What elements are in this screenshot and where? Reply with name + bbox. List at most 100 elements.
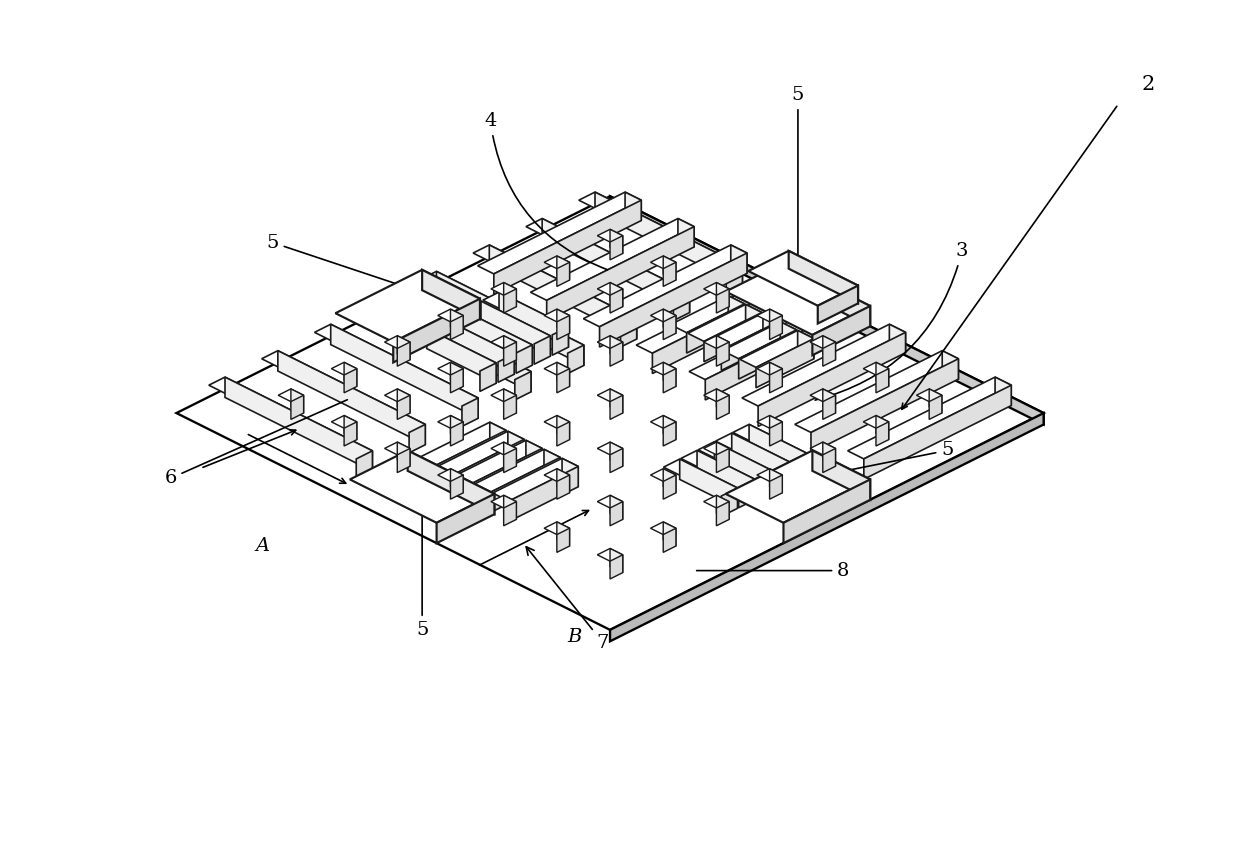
Polygon shape — [875, 422, 889, 446]
Polygon shape — [770, 369, 782, 393]
Polygon shape — [526, 440, 542, 469]
Polygon shape — [498, 292, 568, 347]
Polygon shape — [343, 362, 357, 387]
Polygon shape — [610, 289, 622, 313]
Polygon shape — [687, 304, 744, 353]
Polygon shape — [427, 328, 496, 383]
Polygon shape — [491, 336, 516, 349]
Polygon shape — [817, 286, 858, 324]
Polygon shape — [544, 522, 569, 534]
Polygon shape — [503, 449, 516, 473]
Polygon shape — [562, 458, 578, 487]
Polygon shape — [663, 369, 676, 393]
Text: 6: 6 — [164, 400, 347, 488]
Polygon shape — [331, 362, 357, 375]
Polygon shape — [942, 350, 959, 379]
Polygon shape — [732, 433, 790, 482]
Polygon shape — [714, 442, 773, 491]
Polygon shape — [663, 475, 676, 499]
Polygon shape — [929, 389, 942, 413]
Polygon shape — [810, 389, 836, 401]
Polygon shape — [503, 495, 516, 520]
Polygon shape — [610, 395, 622, 419]
Polygon shape — [208, 377, 372, 459]
Polygon shape — [503, 442, 516, 466]
Polygon shape — [671, 296, 744, 333]
Polygon shape — [397, 395, 410, 419]
Polygon shape — [450, 415, 464, 439]
Polygon shape — [742, 324, 905, 406]
Polygon shape — [291, 395, 304, 419]
Polygon shape — [531, 218, 694, 300]
Polygon shape — [663, 262, 676, 287]
Polygon shape — [663, 528, 676, 552]
Polygon shape — [503, 342, 516, 366]
Polygon shape — [450, 422, 464, 446]
Polygon shape — [544, 415, 569, 428]
Polygon shape — [438, 469, 464, 482]
Polygon shape — [994, 377, 1012, 406]
Polygon shape — [315, 324, 479, 406]
Polygon shape — [598, 230, 622, 242]
Polygon shape — [722, 488, 738, 516]
Polygon shape — [410, 328, 496, 371]
Polygon shape — [526, 218, 689, 300]
Polygon shape — [756, 309, 782, 322]
Polygon shape — [492, 458, 578, 501]
Text: A: A — [255, 537, 269, 555]
Polygon shape — [706, 306, 853, 400]
Polygon shape — [733, 425, 807, 462]
Polygon shape — [552, 327, 568, 356]
Polygon shape — [837, 298, 853, 326]
Polygon shape — [663, 422, 676, 446]
Polygon shape — [715, 433, 790, 470]
Polygon shape — [749, 425, 807, 474]
Polygon shape — [557, 309, 569, 333]
Polygon shape — [770, 415, 782, 439]
Polygon shape — [889, 324, 905, 353]
Polygon shape — [456, 440, 542, 483]
Polygon shape — [725, 450, 870, 523]
Polygon shape — [610, 336, 622, 360]
Polygon shape — [491, 495, 516, 508]
Polygon shape — [490, 245, 636, 339]
Polygon shape — [600, 253, 746, 347]
Polygon shape — [450, 469, 464, 493]
Polygon shape — [770, 422, 782, 446]
Polygon shape — [331, 415, 357, 428]
Polygon shape — [663, 469, 676, 493]
Polygon shape — [784, 271, 800, 299]
Polygon shape — [544, 450, 560, 478]
Polygon shape — [730, 245, 746, 274]
Polygon shape — [863, 362, 889, 375]
Polygon shape — [780, 322, 796, 350]
Polygon shape — [745, 305, 761, 333]
Polygon shape — [436, 494, 495, 543]
Polygon shape — [651, 309, 676, 322]
Text: 5: 5 — [415, 483, 428, 639]
Polygon shape — [598, 442, 622, 455]
Polygon shape — [717, 336, 729, 360]
Polygon shape — [450, 475, 464, 499]
Polygon shape — [663, 362, 676, 387]
Polygon shape — [620, 318, 636, 347]
Polygon shape — [450, 309, 464, 333]
Polygon shape — [397, 389, 410, 413]
Polygon shape — [812, 450, 870, 500]
Polygon shape — [651, 522, 676, 534]
Polygon shape — [450, 316, 464, 340]
Polygon shape — [397, 336, 410, 360]
Polygon shape — [789, 251, 858, 304]
Polygon shape — [651, 469, 676, 482]
Polygon shape — [436, 431, 506, 485]
Polygon shape — [697, 450, 755, 500]
Polygon shape — [770, 475, 782, 499]
Polygon shape — [625, 192, 641, 221]
Polygon shape — [812, 306, 870, 356]
Polygon shape — [557, 522, 569, 546]
Polygon shape — [698, 442, 773, 479]
Polygon shape — [797, 331, 813, 359]
Polygon shape — [875, 415, 889, 439]
Polygon shape — [717, 342, 729, 366]
Polygon shape — [689, 298, 853, 380]
